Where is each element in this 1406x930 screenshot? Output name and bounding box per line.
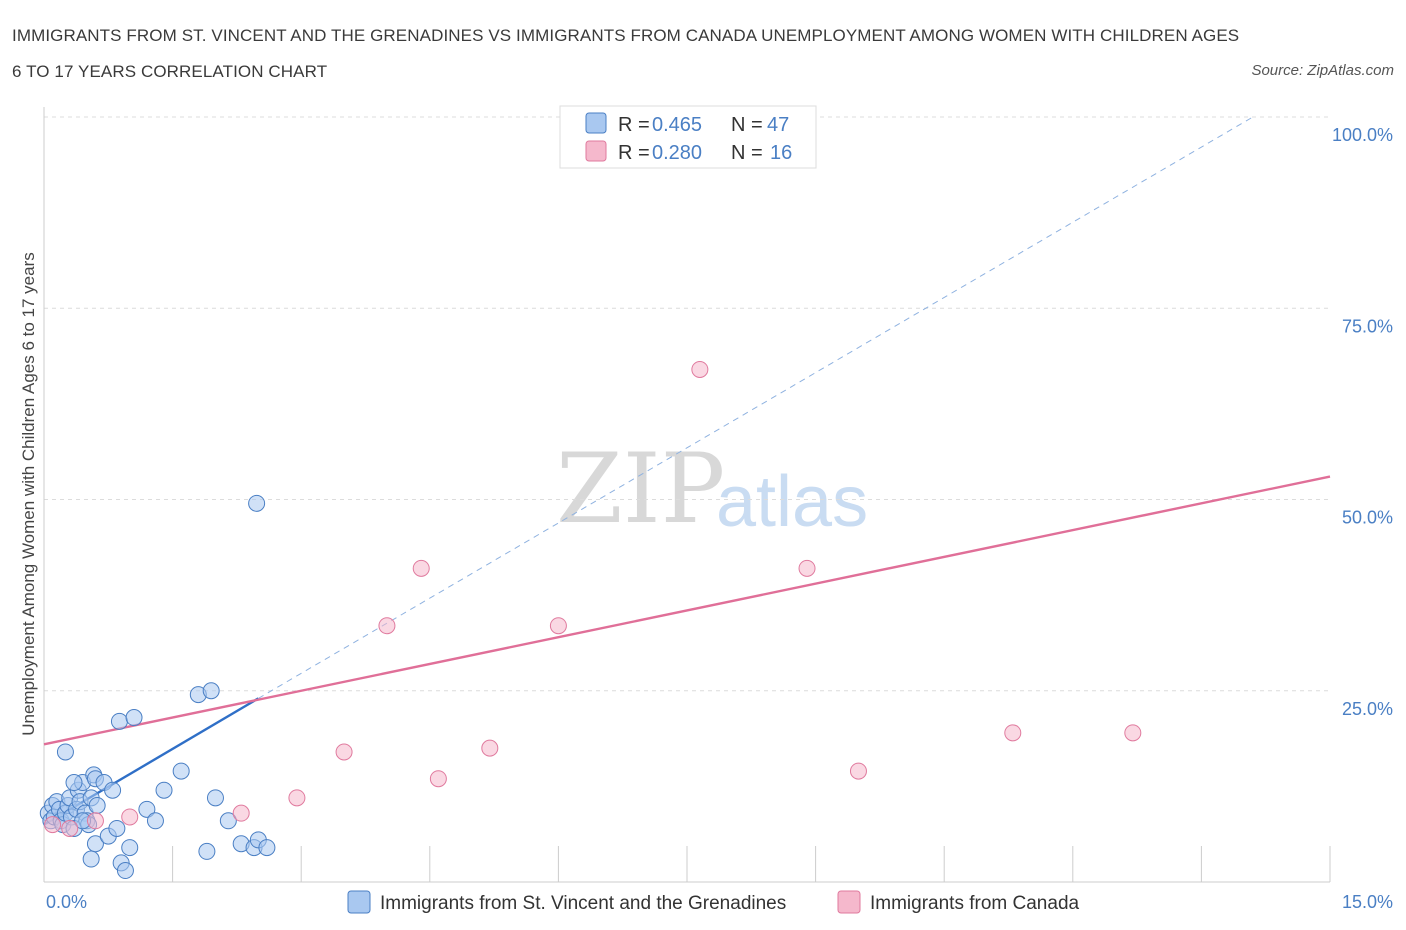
blue-data-point [110,712,128,730]
y-tick-label: 25.0% [1342,699,1393,719]
pink-data-point [335,743,353,761]
pink-data-point [798,559,816,577]
pink-data-point [378,617,396,635]
stats-n-label-blue: N = [731,114,763,136]
blue-data-point [104,781,122,799]
series-legend: Immigrants from St. Vincent and the Gren… [347,890,1080,914]
blue-data-point [65,774,83,792]
legend-swatch-blue [347,890,371,914]
pink-data-point [86,812,104,830]
pink-trend-line [43,475,1331,746]
blue-data-point [116,862,134,880]
stats-r-value-pink: 0.280 [652,142,702,164]
blue-data-point [258,839,276,857]
source-label: Source: ZipAtlas.com [1251,62,1394,79]
pink-data-point [429,770,447,788]
blue-data-point [125,709,143,727]
blue-data-point [248,494,266,512]
stats-n-value-pink: 16 [770,142,792,164]
stats-n-label-pink: N = [731,142,763,164]
pink-data-point [232,804,250,822]
blue-trend-line [258,116,1254,699]
pink-data-point [691,360,709,378]
pink-data-point [61,819,79,837]
stats-r-label-blue: R = [618,114,650,136]
y-axis-label: Unemployment Among Women with Children A… [19,252,38,736]
y-tick-label: 50.0% [1342,508,1393,528]
y-tick-label: 100.0% [1332,125,1393,145]
blue-data-point [202,682,220,700]
blue-data-point [146,812,164,830]
blue-data-point [198,842,216,860]
blue-data-point [219,812,237,830]
x-tick-min: 0.0% [46,892,87,912]
blue-data-point [138,800,156,818]
chart-title: IMMIGRANTS FROM ST. VINCENT AND THE GREN… [12,26,1240,81]
pink-data-point [412,559,430,577]
stats-legend: R = 0.465 N = 47 R = 0.280 N = 16 [559,105,817,169]
legend-swatch-pink [837,890,861,914]
y-tick-label: 75.0% [1342,316,1393,336]
stats-r-value-blue: 0.465 [652,114,702,136]
pink-data-point [849,762,867,780]
axes [43,107,1331,883]
blue-data-point [172,762,190,780]
y-tick-labels: 25.0% 50.0% 75.0% 100.0% [1332,125,1393,719]
pink-data-point [288,789,306,807]
watermark-atlas: atlas [716,462,868,542]
stats-n-value-blue: 47 [767,114,789,136]
blue-data-point [121,839,139,857]
stats-legend-swatch-blue [585,112,607,134]
pink-data-point [121,808,139,826]
gridlines [44,116,1330,692]
pink-data-point [1124,724,1142,742]
blue-data-point [56,743,74,761]
pink-data-point [481,739,499,757]
stats-legend-swatch-pink [585,140,607,162]
pink-data-point [549,617,567,635]
pink-data-point [1004,724,1022,742]
legend-label-pink: Immigrants from Canada [870,893,1080,914]
pink-data-point [44,816,62,834]
watermark-zip: ZIP [556,433,725,545]
blue-data-point [86,835,104,853]
x-tick-max: 15.0% [1342,892,1393,912]
data-points [39,108,1142,880]
stats-r-label-pink: R = [618,142,650,164]
blue-data-point [82,850,100,868]
blue-data-point [88,797,106,814]
blue-data-point [108,819,126,837]
legend-label-blue: Immigrants from St. Vincent and the Gren… [380,893,786,914]
blue-data-point [206,789,224,807]
blue-data-point [155,781,173,799]
